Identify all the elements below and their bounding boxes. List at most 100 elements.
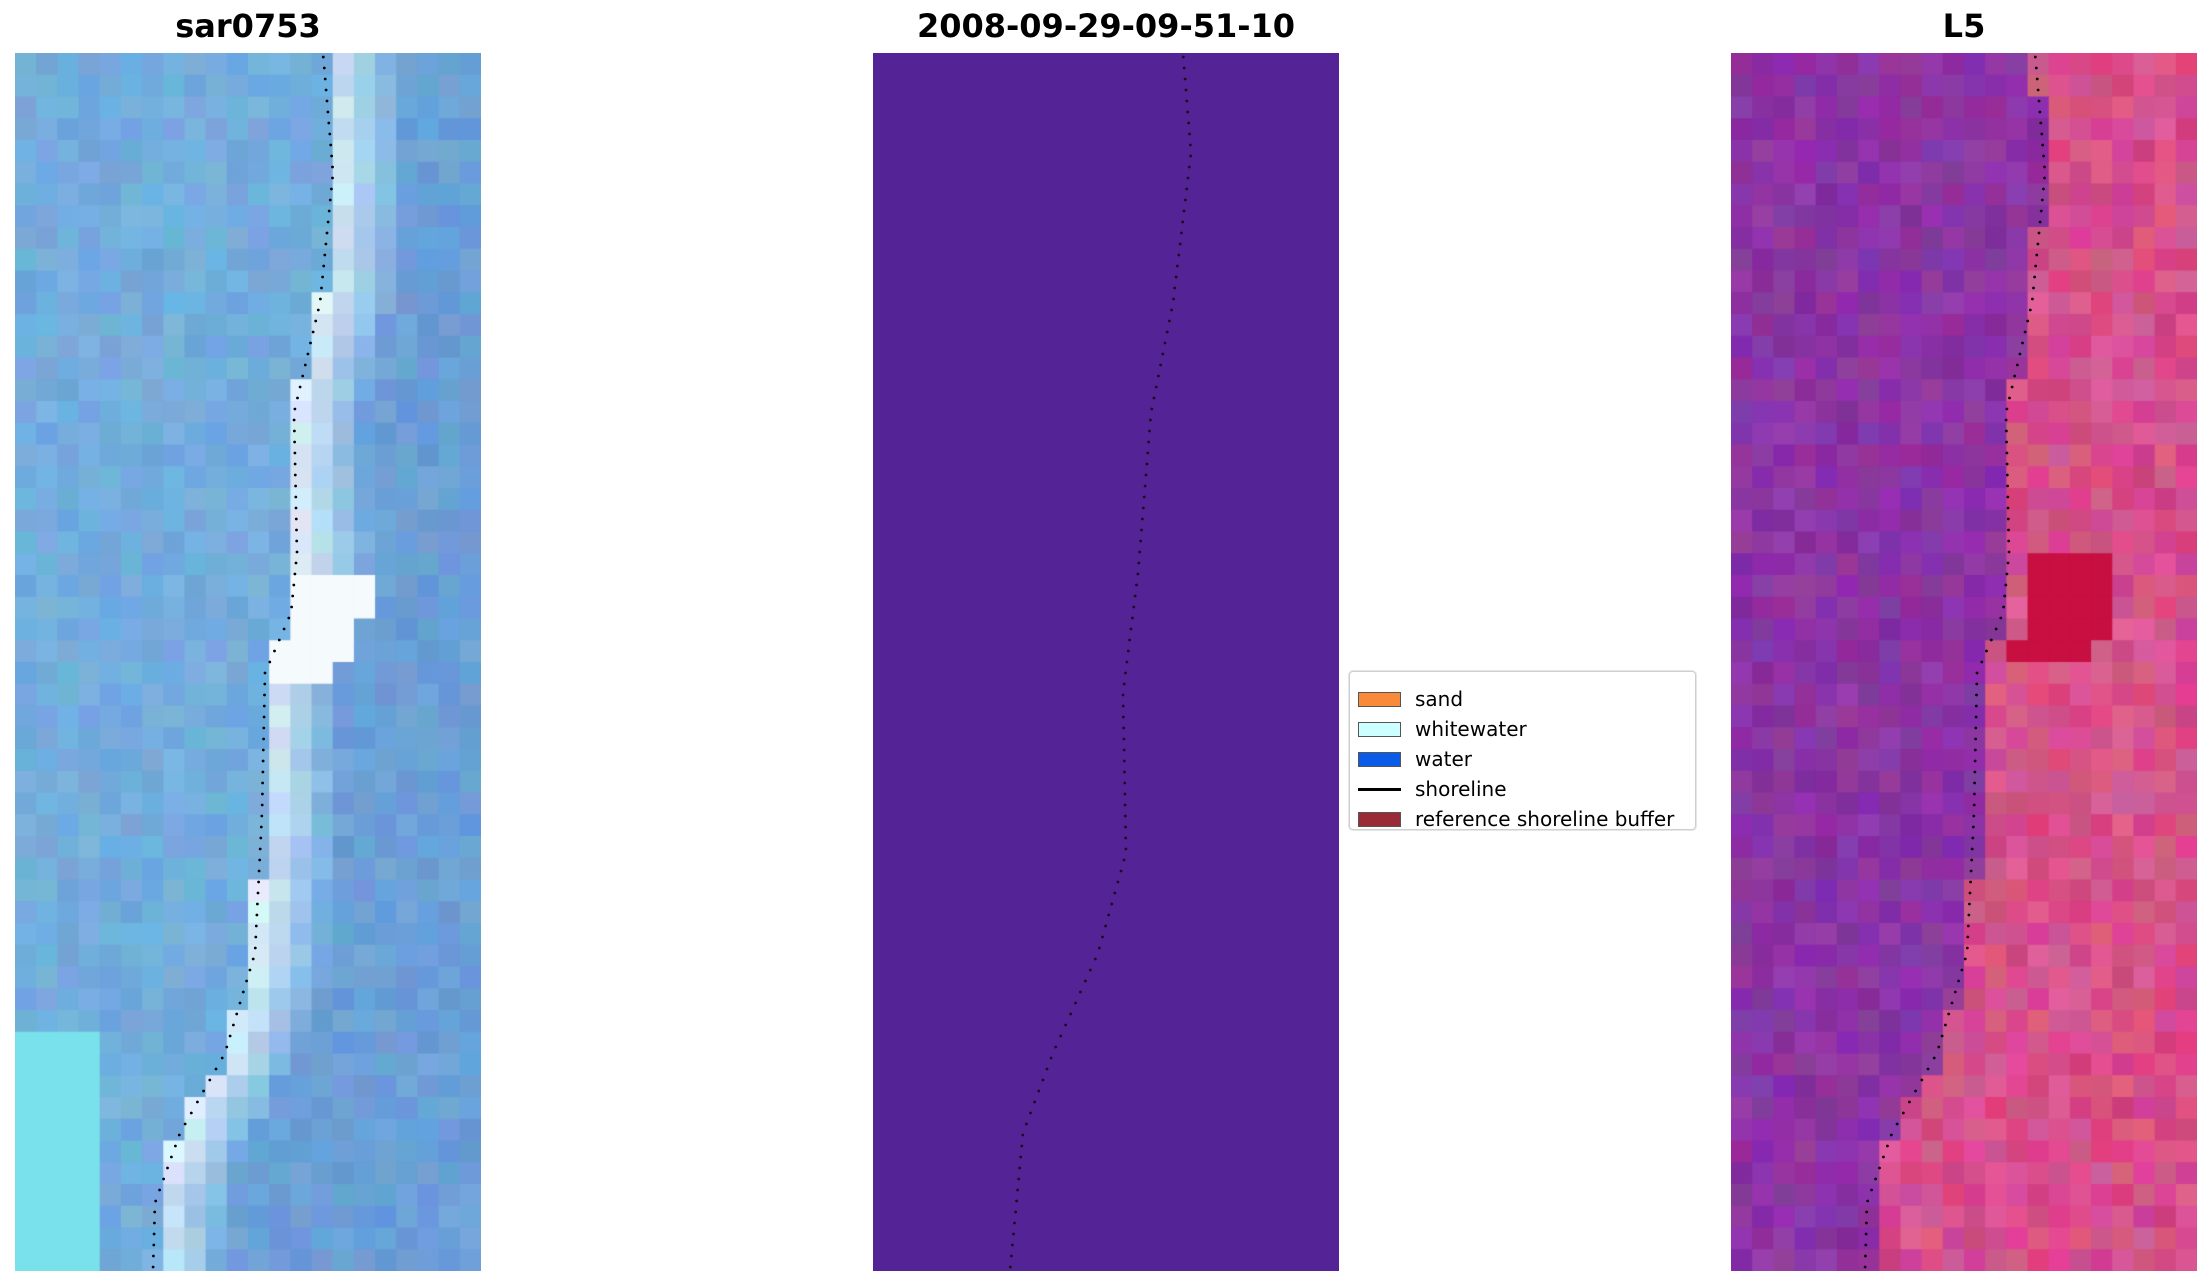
shoreline-point xyxy=(261,781,264,785)
shoreline-point xyxy=(158,1188,162,1192)
reference-buffer-swatch xyxy=(1358,812,1401,827)
shoreline-point xyxy=(1132,605,1136,609)
shoreline-point xyxy=(1870,1188,1873,1192)
shoreline-point xyxy=(248,968,252,972)
shoreline-point xyxy=(151,1265,155,1269)
shoreline-point xyxy=(323,77,327,81)
shoreline-point xyxy=(1966,924,1970,928)
shoreline-point xyxy=(1125,660,1129,664)
shoreline-point xyxy=(2013,374,2017,378)
shoreline-point xyxy=(293,572,297,576)
shoreline-point xyxy=(1113,891,1117,895)
shoreline-point xyxy=(2010,385,2014,389)
shoreline-point xyxy=(1159,363,1162,367)
shoreline-point xyxy=(2015,363,2019,367)
shoreline-point xyxy=(2042,187,2045,191)
shoreline-point xyxy=(293,473,297,477)
shoreline-point xyxy=(208,1078,212,1082)
shoreline-point xyxy=(1980,660,1984,664)
shoreline-point xyxy=(2006,484,2009,488)
shoreline-point xyxy=(291,594,295,598)
shoreline-point xyxy=(1149,418,1152,422)
shoreline-point xyxy=(2002,605,2005,609)
index-image xyxy=(1731,53,2197,1271)
shoreline-point xyxy=(1122,726,1126,730)
shoreline-point xyxy=(330,154,333,158)
shoreline-point xyxy=(2039,209,2043,213)
shoreline-point xyxy=(1170,308,1173,312)
shoreline-point xyxy=(232,1023,235,1027)
shoreline-point xyxy=(1864,1232,1868,1236)
shoreline-point xyxy=(321,55,325,59)
shoreline-point xyxy=(1154,385,1158,389)
sand-swatch xyxy=(1358,692,1401,707)
shoreline-point xyxy=(295,528,298,532)
shoreline-point xyxy=(2034,66,2038,70)
shoreline-point xyxy=(1124,671,1127,675)
shoreline-point xyxy=(263,671,267,675)
shoreline-point xyxy=(1974,726,1978,730)
shoreline-point xyxy=(1865,1210,1869,1214)
shoreline-point xyxy=(262,704,266,708)
shoreline-point xyxy=(261,748,265,752)
shoreline-point xyxy=(1950,1001,1954,1005)
shoreline-point xyxy=(1129,627,1133,631)
shoreline-point xyxy=(2003,594,2007,598)
shoreline-point xyxy=(325,231,329,235)
shoreline-point xyxy=(1123,770,1126,774)
shoreline-line-swatch xyxy=(1358,788,1401,791)
shoreline-point xyxy=(322,66,326,70)
shoreline-point xyxy=(1122,858,1126,862)
shoreline-point xyxy=(1157,374,1160,378)
shoreline-point xyxy=(326,220,330,224)
shoreline-point xyxy=(1122,682,1126,686)
shoreline-point xyxy=(320,286,323,290)
shoreline-point xyxy=(245,979,249,983)
shoreline-point xyxy=(177,1133,181,1137)
whitewater-swatch xyxy=(1358,722,1401,737)
shoreline-point xyxy=(220,1056,224,1060)
shoreline-point xyxy=(294,517,298,521)
shoreline-point xyxy=(282,627,286,631)
shoreline-point xyxy=(1142,495,1146,499)
shoreline-point xyxy=(1021,1133,1025,1137)
shoreline-point xyxy=(1975,693,1978,697)
shoreline-overlay-rgb xyxy=(151,55,334,1269)
shoreline-point xyxy=(1967,913,1971,917)
shoreline-point xyxy=(261,770,265,774)
shoreline-point xyxy=(2005,473,2009,477)
shoreline-point xyxy=(1968,891,1972,895)
shoreline-point xyxy=(1186,176,1190,180)
shoreline-point xyxy=(1864,1243,1868,1247)
shoreline-point xyxy=(1886,1144,1889,1148)
shoreline-point xyxy=(1966,935,1970,939)
shoreline-point xyxy=(259,836,263,840)
shoreline-point xyxy=(2005,407,2009,411)
shoreline-point xyxy=(238,1001,242,1005)
shoreline-point xyxy=(1126,649,1130,653)
legend-label-sand: sand xyxy=(1415,687,1464,711)
shoreline-point xyxy=(1974,704,1978,708)
shoreline-point xyxy=(1187,121,1190,125)
shoreline-point xyxy=(1012,1232,1015,1236)
shoreline-point xyxy=(1973,748,1977,752)
shoreline-point xyxy=(1181,220,1185,224)
shoreline-point xyxy=(1944,1023,1947,1027)
shoreline-point xyxy=(259,825,263,829)
shoreline-point xyxy=(322,264,326,268)
shoreline-point xyxy=(1010,1254,1013,1258)
shoreline-point xyxy=(214,1067,218,1071)
shoreline-point xyxy=(1133,594,1137,598)
shoreline-point xyxy=(1029,1111,1032,1115)
shoreline-point xyxy=(1122,759,1126,763)
shoreline-point xyxy=(1920,1078,1924,1082)
rgb-image-panel xyxy=(15,53,481,1271)
water-swatch xyxy=(1358,752,1401,767)
shoreline-point xyxy=(298,385,302,389)
shoreline-point xyxy=(1994,627,1998,631)
shoreline-point xyxy=(1173,286,1177,290)
shoreline-point xyxy=(294,506,298,510)
shoreline-point xyxy=(1972,803,1976,807)
shoreline-point xyxy=(2004,418,2008,422)
shoreline-point xyxy=(1150,407,1154,411)
